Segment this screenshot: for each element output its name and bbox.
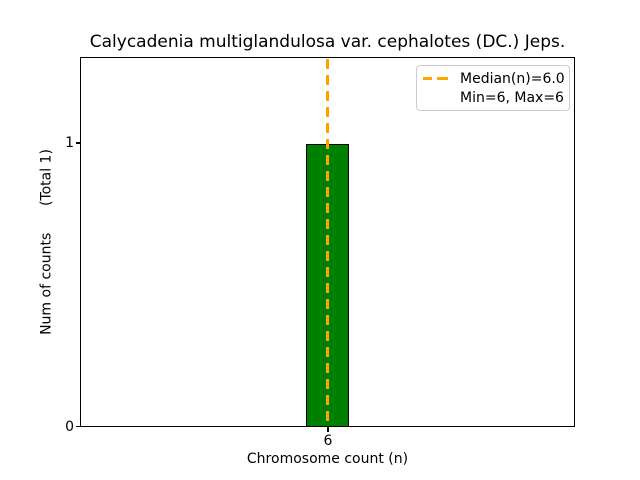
y-axis-label: Num of counts (Total 1) — [38, 149, 55, 335]
chart-title: Calycadenia multiglandulosa var. cephalo… — [89, 32, 566, 52]
legend-label-minmax: Min=6, Max=6 — [460, 89, 564, 106]
median-line — [326, 59, 330, 425]
legend-label-median: Median(n)=6.0 — [460, 70, 565, 87]
x-tick-label-6: 6 — [323, 433, 333, 449]
legend: Median(n)=6.0 Min=6, Max=6 — [416, 65, 570, 111]
y-tick-mark-0 — [75, 425, 80, 427]
y-tick-mark-1 — [75, 142, 80, 144]
x-axis-label: Chromosome count (n) — [246, 451, 409, 467]
legend-entry-median: Median(n)=6.0 — [423, 69, 565, 88]
legend-entry-minmax: Min=6, Max=6 — [423, 88, 564, 107]
y-tick-label-0: 0 — [65, 418, 74, 435]
plot-area: Median(n)=6.0 Min=6, Max=6 — [80, 57, 575, 427]
x-tick-mark-6 — [327, 427, 329, 432]
y-tick-label-1: 1 — [65, 135, 74, 151]
legend-empty-marker — [423, 96, 448, 99]
median-dashed-line-icon — [423, 77, 448, 80]
